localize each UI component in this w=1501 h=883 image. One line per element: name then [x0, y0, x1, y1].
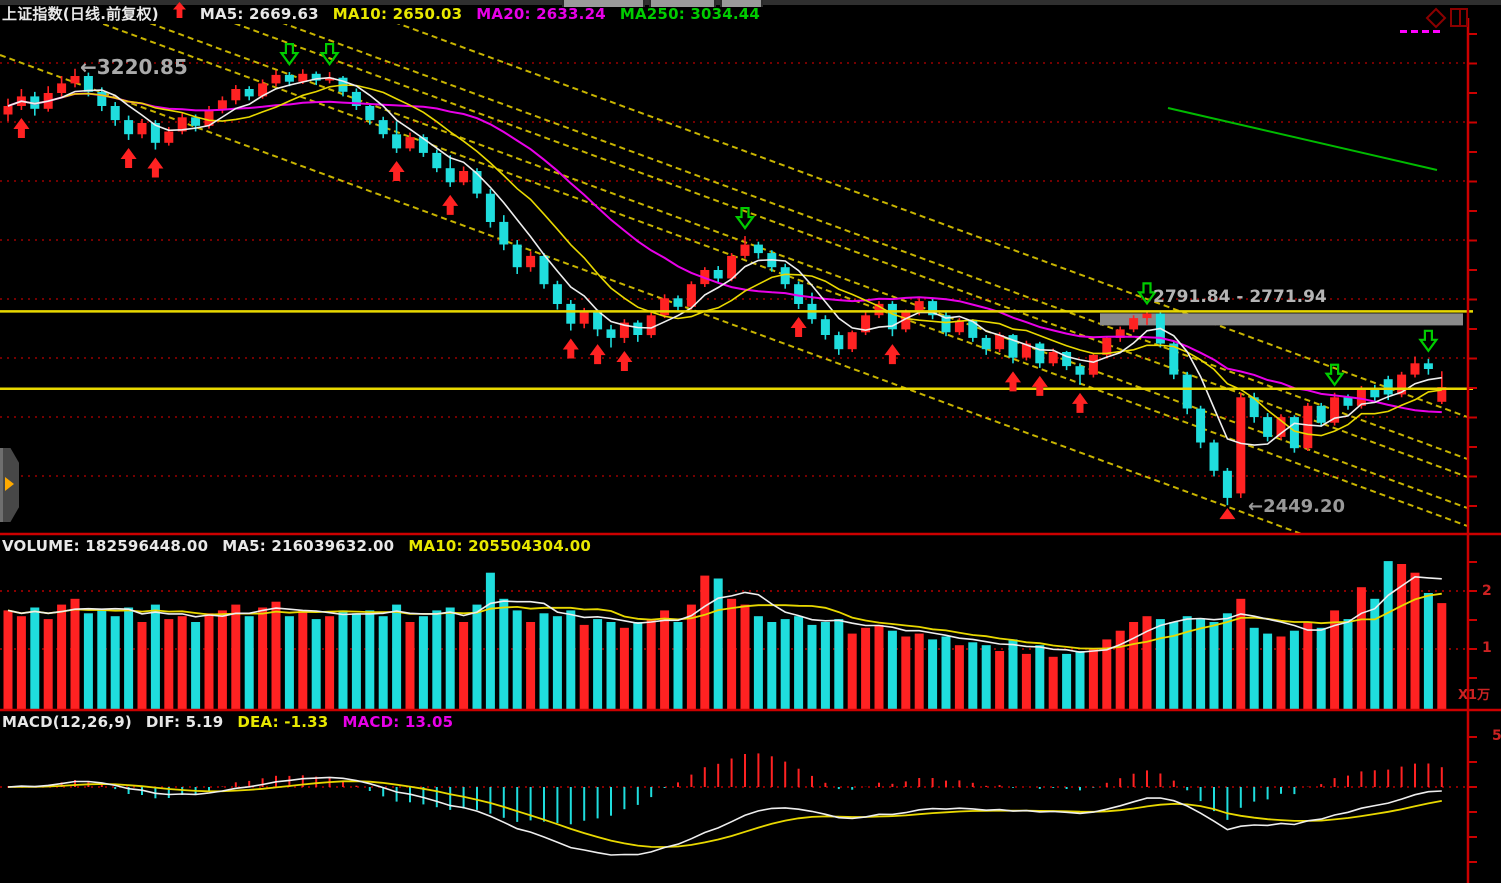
- main-chart-header: 上证指数(日线.前复权) MA5: 2669.63 MA10: 2650.03 …: [2, 2, 761, 24]
- corner-icon-group: [1398, 6, 1470, 42]
- macd-params: MACD(12,26,9): [2, 713, 132, 731]
- magenta-dash-indicator: [1400, 30, 1440, 33]
- split-window-icon[interactable]: [1450, 8, 1468, 27]
- volume-ma5-value: MA5: 216039632.00: [222, 537, 395, 555]
- expand-arrow-icon: [5, 477, 14, 491]
- low-price-marker-label: ←2449.20: [1248, 496, 1346, 517]
- ma5-value: MA5: 2669.63: [199, 4, 319, 23]
- diamond-tool-icon[interactable]: [1425, 7, 1447, 29]
- macd-axis-tick-label: 5: [1492, 728, 1501, 744]
- volume-axis-tick-label: 2: [1482, 583, 1492, 599]
- dif-value: DIF: 5.19: [145, 713, 224, 731]
- ma10-value: MA10: 2650.03: [332, 4, 463, 23]
- ma250-value: MA250: 3034.44: [619, 4, 761, 23]
- macd-value: MACD: 13.05: [342, 713, 454, 731]
- high-price-marker-label: ←3220.85: [80, 55, 188, 79]
- macd-panel-header: MACD(12,26,9) DIF: 5.19 DEA: -1.33 MACD:…: [2, 713, 453, 731]
- volume-axis-tick-label: 1: [1482, 640, 1492, 656]
- volume-unit-label: X1万: [1458, 688, 1491, 703]
- trend-up-arrow-icon: [172, 2, 186, 23]
- dea-value: DEA: -1.33: [237, 713, 329, 731]
- toolbar-button-remnant[interactable]: [720, 0, 763, 7]
- volume-panel-header: VOLUME: 182596448.00 MA5: 216039632.00 M…: [2, 537, 591, 555]
- sidebar-expand-handle[interactable]: [0, 448, 19, 522]
- volume-value: VOLUME: 182596448.00: [2, 537, 209, 555]
- page-title: 上证指数(日线.前复权): [2, 5, 159, 23]
- toolbar-button-remnant[interactable]: [649, 0, 716, 7]
- ma20-value: MA20: 2633.24: [476, 4, 606, 23]
- toolbar-button-remnant[interactable]: [562, 0, 645, 7]
- gap-range-label: 2791.84 - 2771.94: [1153, 287, 1327, 307]
- volume-ma10-value: MA10: 205504304.00: [408, 537, 592, 555]
- toolbar-strip: [0, 0, 1501, 7]
